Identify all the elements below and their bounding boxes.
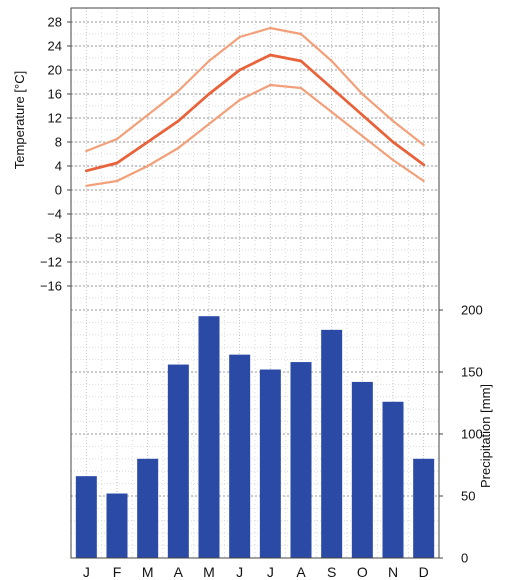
- temperature-tick-label: 16: [48, 87, 62, 102]
- temperature-tick-label: −12: [40, 255, 62, 270]
- temperature-tick-label: 4: [55, 159, 62, 174]
- precipitation-tick-label: 0: [461, 551, 468, 566]
- temperature-tick-label: 12: [48, 111, 62, 126]
- temperature-tick-label: −4: [47, 207, 62, 222]
- temperature-tick-label: 8: [55, 135, 62, 150]
- month-label: M: [142, 564, 154, 580]
- temperature-line-mean: [84, 53, 426, 173]
- temperature-tick-label: 20: [48, 63, 62, 78]
- plot-frame: [70, 7, 440, 559]
- month-label: M: [203, 564, 215, 580]
- month-label: F: [113, 564, 122, 580]
- month-label: O: [357, 564, 368, 580]
- precipitation-bar: [75, 476, 97, 558]
- precipitation-bar: [321, 329, 343, 558]
- precipitation-tick-label: 200: [461, 303, 483, 318]
- precipitation-bar: [259, 369, 281, 558]
- precipitation-bar: [106, 493, 128, 558]
- temperature-tick-label: 28: [48, 15, 62, 30]
- precipitation-tick-label: 100: [461, 427, 483, 442]
- chart-labels: 28 24 20 16 12 8 4 0 −4 −8 −12 −16 200 150 100 50 0 J F M A M…: [40, 15, 483, 580]
- temperature-tick-label: 24: [48, 39, 62, 54]
- precipitation-bar: [413, 458, 435, 558]
- precipitation-bar: [198, 316, 220, 558]
- temperature-tick-label: 0: [55, 183, 62, 198]
- month-label: N: [388, 564, 398, 580]
- temperature-lines: [84, 26, 426, 187]
- month-label: A: [174, 564, 184, 580]
- precipitation-bar: [137, 458, 159, 558]
- month-label: J: [267, 564, 274, 580]
- precipitation-bars: [75, 316, 435, 558]
- temperature-line-min: [85, 83, 425, 187]
- temperature-line-max: [85, 26, 425, 153]
- temperature-tick-label: −8: [47, 231, 62, 246]
- month-label: J: [236, 564, 243, 580]
- temperature-tick-label: −16: [40, 279, 62, 294]
- month-label: D: [419, 564, 429, 580]
- temperature-axis-label: Temperature [°C]: [12, 71, 27, 169]
- precipitation-bar: [351, 381, 373, 558]
- precipitation-bar: [290, 362, 312, 558]
- month-label: A: [296, 564, 306, 580]
- precipitation-bar: [382, 401, 404, 558]
- precipitation-bar: [167, 364, 189, 558]
- chart-grid: [71, 8, 439, 559]
- precipitation-axis-label: Precipitation [mm]: [478, 384, 493, 488]
- precipitation-tick-label: 50: [461, 489, 475, 504]
- month-label: S: [327, 564, 336, 580]
- precipitation-tick-label: 150: [461, 365, 483, 380]
- precipitation-bar: [229, 354, 251, 558]
- month-label: J: [83, 564, 90, 580]
